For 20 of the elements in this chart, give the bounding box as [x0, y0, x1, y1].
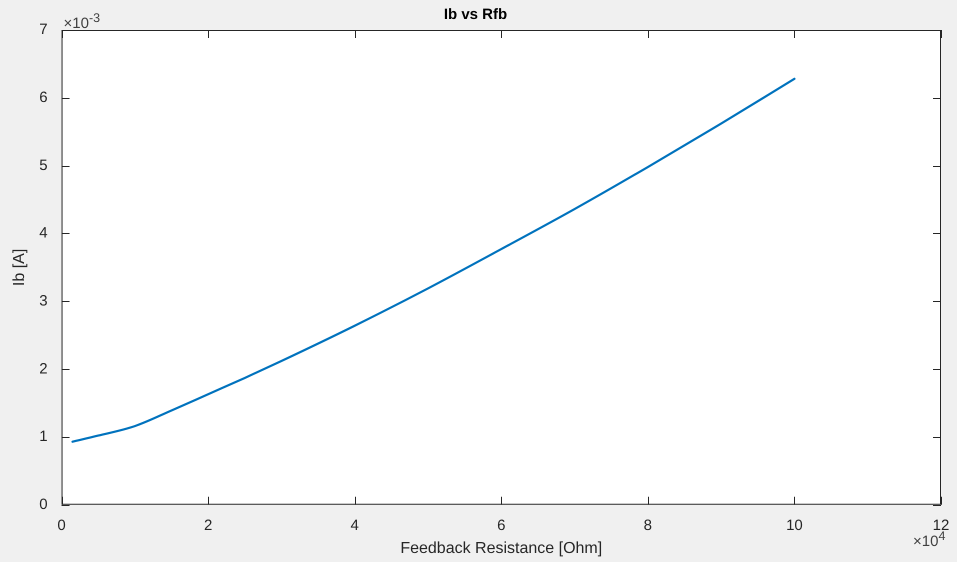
- x-tick-label: 8: [644, 516, 652, 534]
- annotation: ×10$^{-3}$: [64, 11, 100, 32]
- y-tick-label: 3: [39, 292, 48, 310]
- chart-title: Ib vs Rfb: [444, 6, 508, 24]
- y-tick-label: 0: [39, 496, 48, 513]
- y-tick-label: 1: [39, 428, 48, 446]
- x-tick-label: 2: [204, 516, 212, 534]
- x-tick-label: 6: [497, 516, 506, 534]
- x-tick-label: 4: [350, 516, 359, 534]
- line-series: [71, 78, 796, 443]
- y-tick-label: 4: [39, 224, 48, 242]
- y-tick-label: 6: [39, 88, 48, 106]
- x-tick-label: 10: [786, 516, 803, 534]
- y-tick-label: 7: [39, 21, 48, 38]
- y-tick-label: 2: [39, 360, 48, 378]
- text: ×10$^{4}$: [913, 528, 946, 550]
- x-tick-label: 0: [57, 516, 66, 534]
- y-axis-title: Ib [A]: [11, 248, 28, 286]
- x-axis-title: Feedback Resistance [Ohm]: [400, 540, 602, 557]
- y-tick-label: 5: [39, 156, 48, 174]
